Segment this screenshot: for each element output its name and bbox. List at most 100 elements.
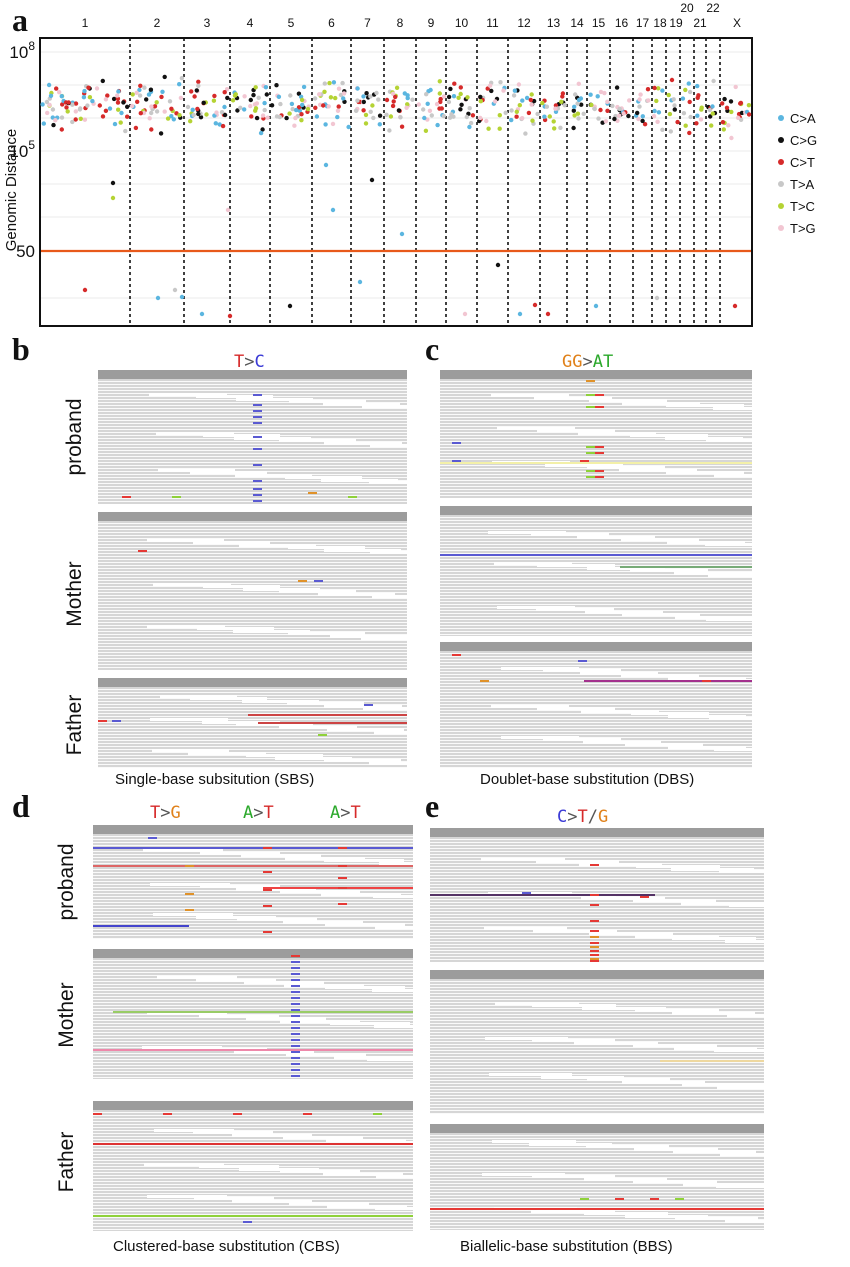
read-separator	[93, 1068, 413, 1069]
read-separator	[98, 767, 407, 768]
mutation-point	[390, 103, 396, 109]
read-separator	[93, 1124, 413, 1125]
read-gap	[635, 1009, 719, 1013]
mutation-point	[230, 98, 236, 103]
mutation-point	[458, 91, 463, 97]
panel-d-mutation-label-1: T>G	[150, 803, 181, 823]
mutation-point	[559, 99, 564, 105]
mutation-point	[321, 103, 326, 108]
read-separator	[440, 547, 752, 548]
read-separator	[440, 438, 752, 439]
read-separator	[430, 926, 764, 927]
read-gap	[370, 551, 407, 555]
mutation-point	[97, 103, 103, 108]
read-separator	[440, 414, 752, 415]
mutation-point	[115, 100, 121, 105]
mutation-point	[501, 88, 506, 93]
read-gap	[537, 429, 616, 432]
read-separator	[93, 863, 413, 864]
mutation-point	[446, 99, 452, 105]
mismatch-mark	[253, 464, 262, 466]
panel-d-mutation-label-3: A>T	[330, 803, 361, 823]
read-gap	[635, 934, 719, 938]
read-separator	[93, 869, 413, 870]
panel-c-mut-part-1: >	[582, 352, 593, 372]
read-gap	[672, 937, 756, 941]
read-separator	[430, 866, 764, 867]
panel-d-mut1-part-0: A	[243, 803, 254, 823]
mutation-point	[746, 103, 752, 108]
read-gap	[156, 431, 234, 435]
read-gap	[361, 405, 407, 409]
read-gap	[533, 396, 612, 400]
read-separator	[440, 390, 752, 391]
chrom-label-10: 10	[455, 16, 469, 30]
read-separator	[440, 411, 752, 412]
read-separator	[98, 417, 407, 418]
read-separator	[93, 1026, 413, 1027]
read-separator	[440, 668, 752, 669]
read-highlight-line	[93, 1049, 413, 1051]
read-separator	[440, 689, 752, 690]
read-separator	[93, 1059, 413, 1060]
mutation-point	[531, 98, 537, 104]
read-gap	[149, 392, 227, 396]
read-gap	[327, 1204, 408, 1208]
read-separator	[93, 984, 413, 985]
mismatch-mark	[291, 961, 300, 963]
mutation-point	[238, 105, 243, 111]
mutation-point	[660, 127, 665, 132]
read-separator	[98, 444, 407, 445]
mutation-point	[299, 112, 304, 117]
read-separator	[98, 568, 407, 569]
mutation-point	[336, 86, 342, 91]
read-gap	[153, 913, 234, 917]
read-separator	[440, 544, 752, 545]
read-separator	[440, 749, 752, 750]
mutation-point	[177, 82, 182, 87]
read-separator	[98, 501, 407, 502]
read-separator	[430, 953, 764, 954]
mutation-point	[149, 110, 154, 116]
legend-label-5: T>G	[790, 221, 816, 236]
read-separator	[430, 1098, 764, 1099]
read-separator	[440, 716, 752, 717]
mutation-point	[579, 102, 584, 107]
read-separator	[430, 1026, 764, 1027]
mutation-point	[448, 86, 453, 92]
legend-marker-3	[778, 181, 784, 187]
chrom-label-16: 16	[615, 16, 629, 30]
read-separator	[98, 658, 407, 659]
read-gap	[632, 899, 717, 903]
read-separator	[93, 935, 413, 936]
read-separator	[93, 1127, 413, 1128]
read-separator	[93, 842, 413, 843]
mutation-point	[152, 104, 158, 109]
read-gap	[484, 1036, 569, 1040]
panel-d-label: d	[12, 788, 30, 824]
mutation-point	[224, 87, 230, 92]
read-gap	[724, 1219, 764, 1223]
read-separator	[98, 637, 407, 638]
mutation-point	[636, 116, 641, 122]
read-separator	[440, 604, 752, 605]
panel-b-label: b	[12, 331, 30, 367]
mutation-point	[733, 84, 738, 90]
read-gap	[199, 1014, 280, 1018]
mutation-point	[142, 85, 147, 90]
read-gap	[287, 702, 365, 706]
mutation-point	[148, 87, 154, 92]
read-gap	[199, 1165, 280, 1169]
read-gap	[492, 1140, 576, 1144]
mutation-point	[260, 113, 266, 118]
mutation-point	[439, 106, 444, 111]
mutation-point	[451, 94, 457, 99]
mutation-point	[722, 96, 727, 102]
mutation-point	[540, 100, 545, 106]
read-separator	[430, 1023, 764, 1024]
read-separator	[98, 480, 407, 481]
panel-b-mut-part-0: T	[234, 352, 245, 372]
read-highlight-line	[430, 894, 655, 896]
read-separator	[98, 450, 407, 451]
mutation-point	[595, 94, 600, 99]
